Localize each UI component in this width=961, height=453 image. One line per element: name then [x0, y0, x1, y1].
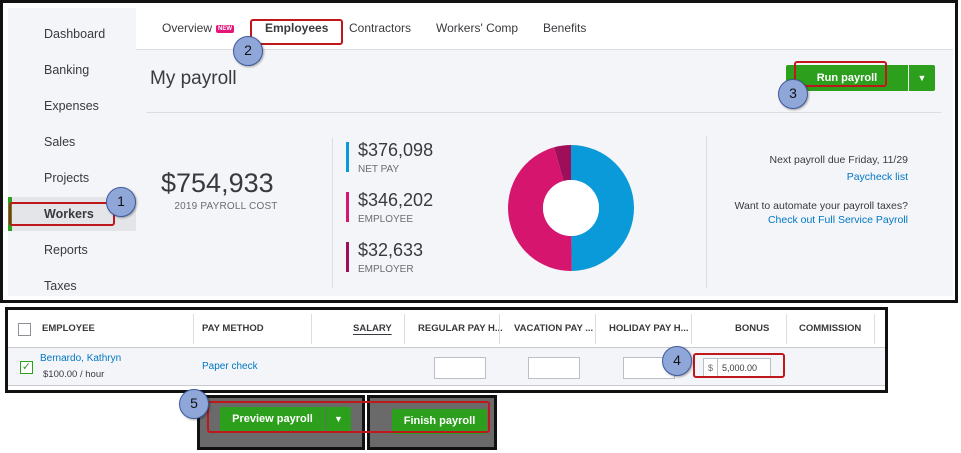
divider [146, 112, 941, 113]
column-separator [193, 314, 194, 344]
run-payroll-table: EMPLOYEE PAY METHOD SALARY REGULAR PAY H… [5, 307, 888, 393]
donut-slice-net-pay [571, 145, 635, 271]
select-all-checkbox[interactable] [18, 323, 31, 336]
row-checkbox[interactable]: ✓ [20, 361, 33, 374]
employee-name-link[interactable]: Bernardo, Kathryn [40, 353, 122, 364]
stat-label: EMPLOYEE [358, 214, 414, 225]
preview-payroll-panel: Preview payroll ▼ [197, 395, 365, 450]
column-header-employee[interactable]: EMPLOYEE [42, 323, 95, 334]
column-separator [874, 314, 875, 344]
page-title: My payroll [150, 68, 237, 89]
column-header-bonus[interactable]: BONUS [735, 323, 770, 334]
column-header-pay-method[interactable]: PAY METHOD [202, 323, 264, 334]
column-separator [691, 314, 692, 344]
column-header-commission[interactable]: COMMISSION [799, 323, 862, 334]
main-content: Overview NEW Employees Contractors Worker… [136, 8, 953, 296]
step-marker-3: 3 [778, 79, 808, 109]
divider [717, 359, 718, 377]
sidebar-item-banking[interactable]: Banking [44, 63, 90, 77]
next-payroll-text: Next payroll due Friday, 11/29 [769, 154, 908, 166]
column-header-holiday-pay[interactable]: HOLIDAY PAY H... [609, 323, 689, 334]
highlight-run-payroll [794, 61, 887, 87]
sidebar-item-expenses[interactable]: Expenses [44, 99, 99, 113]
step-marker-1: 1 [106, 187, 136, 217]
stat-value: $346,202 [358, 190, 434, 210]
tab-overview[interactable]: Overview NEW [162, 21, 235, 35]
sidebar: Dashboard Banking Expenses Sales Project… [8, 8, 136, 296]
preview-payroll-button[interactable]: Preview payroll [220, 407, 325, 432]
legend-swatch [346, 192, 349, 222]
caret-down-icon: ▼ [334, 414, 343, 424]
step-marker-2: 2 [233, 36, 263, 66]
sidebar-item-projects[interactable]: Projects [44, 171, 90, 185]
tab-bar: Overview NEW Employees Contractors Worker… [136, 8, 953, 50]
tab-workers-comp[interactable]: Workers' Comp [436, 21, 519, 35]
finish-payroll-panel: Finish payroll [367, 395, 497, 450]
caret-down-icon: ▼ [917, 73, 927, 83]
regular-pay-hours-input[interactable] [434, 357, 486, 379]
divider [332, 138, 333, 288]
payroll-cost-label: 2019 PAYROLL COST [174, 201, 278, 212]
payroll-donut-chart [507, 145, 635, 271]
vacation-pay-hours-input[interactable] [528, 357, 580, 379]
tab-benefits[interactable]: Benefits [543, 21, 587, 35]
column-header-salary[interactable]: SALARY [353, 323, 392, 334]
preview-payroll-dropdown[interactable]: ▼ [326, 407, 351, 432]
step-marker-5: 5 [179, 389, 209, 419]
highlight-bonus [693, 353, 785, 378]
tab-contractors[interactable]: Contractors [349, 21, 412, 35]
column-header-regular-pay[interactable]: REGULAR PAY H... [418, 323, 503, 334]
highlight-payroll-buttons [207, 401, 490, 433]
step-marker-4: 4 [662, 346, 692, 376]
column-separator [786, 314, 787, 344]
new-badge: NEW [216, 24, 235, 33]
payroll-overview-panel: Dashboard Banking Expenses Sales Project… [0, 0, 958, 303]
full-service-payroll-link[interactable]: Check out Full Service Payroll [767, 214, 908, 226]
stat-value: $32,633 [358, 240, 424, 260]
payroll-cost-total: $754,933 [161, 168, 274, 198]
currency-symbol: $ [708, 363, 714, 373]
run-payroll-dropdown[interactable]: ▼ [909, 65, 935, 91]
employee-rate: $100.00 / hour [43, 369, 105, 380]
stat-label: EMPLOYER [358, 264, 414, 275]
legend-swatch [346, 242, 349, 272]
donut-slice-employer [554, 145, 571, 182]
checkmark-icon: ✓ [21, 361, 32, 373]
donut-hole [543, 180, 599, 236]
pay-method-link[interactable]: Paper check [202, 361, 258, 372]
highlight-workers [9, 202, 115, 226]
divider [706, 136, 707, 288]
stat-label: NET PAY [358, 164, 400, 175]
tab-employees[interactable]: Employees [265, 21, 329, 35]
column-separator [404, 314, 405, 344]
table-header: EMPLOYEE PAY METHOD SALARY REGULAR PAY H… [8, 310, 885, 348]
finish-payroll-button[interactable]: Finish payroll [392, 409, 487, 434]
sidebar-item-reports[interactable]: Reports [44, 243, 88, 257]
column-separator [311, 314, 312, 344]
tab-overview-label: Overview [162, 21, 213, 35]
stat-value: $376,098 [358, 140, 434, 160]
sidebar-item-dashboard[interactable]: Dashboard [44, 27, 106, 41]
bonus-value: 5,000.00 [722, 363, 758, 373]
column-header-vacation-pay[interactable]: VACATION PAY ... [514, 323, 594, 334]
legend-swatch [346, 142, 349, 172]
column-separator [595, 314, 596, 344]
automate-text: Want to automate your payroll taxes? [734, 200, 908, 212]
paycheck-list-link[interactable]: Paycheck list [846, 171, 908, 183]
column-separator [499, 314, 500, 344]
sidebar-item-taxes[interactable]: Taxes [44, 279, 77, 293]
sidebar-item-sales[interactable]: Sales [44, 135, 76, 149]
highlight-employees-tab [250, 19, 343, 45]
donut-slice-employee [507, 147, 572, 271]
